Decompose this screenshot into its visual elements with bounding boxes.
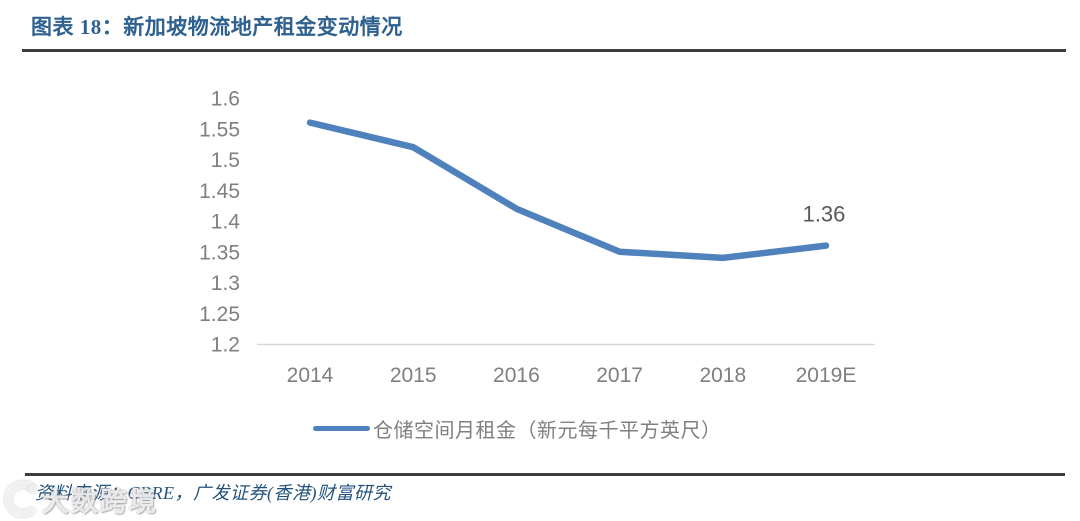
y-axis-tick-label: 1.25 — [199, 303, 240, 326]
x-axis-tick-label: 2017 — [596, 364, 643, 387]
x-axis-tick-label: 2014 — [287, 364, 334, 387]
y-axis-tick-label: 1.55 — [199, 118, 240, 141]
data-point-label: 1.36 — [803, 202, 846, 227]
x-axis-tick-label: 2018 — [699, 364, 746, 387]
x-axis-tick-label: 2015 — [390, 364, 437, 387]
legend-label: 仓储空间月租金（新元每千平方英尺） — [373, 419, 722, 442]
line-chart: 1.6 1.55 1.5 1.45 1.4 1.35 1.3 1.25 1.2 2014 2015 2… — [199, 88, 875, 387]
y-axis-tick-label: 1.2 — [211, 334, 240, 357]
y-axis-tick-label: 1.45 — [199, 180, 240, 203]
y-axis-tick-label: 1.4 — [211, 211, 241, 234]
chart-legend: 仓储空间月租金（新元每千平方英尺） — [313, 414, 722, 442]
footer-divider — [25, 473, 1065, 476]
source-note: 资料来源：CBRE，广发证券(香港)财富研究 — [35, 483, 391, 503]
figure-title: 图表 18：新加坡物流地产租金变动情况 — [31, 15, 403, 39]
y-axis-tick-label: 1.5 — [211, 149, 240, 172]
y-axis-tick-label: 1.35 — [199, 241, 240, 264]
legend-line-swatch — [313, 425, 370, 431]
rent-line-series — [306, 119, 830, 262]
y-axis-tick-label: 1.6 — [211, 88, 240, 111]
x-axis-tick-label: 2016 — [493, 364, 540, 387]
title-divider — [22, 49, 1066, 52]
y-axis-tick-label: 1.3 — [211, 272, 240, 295]
x-axis-tick-label: 2019E — [796, 364, 857, 387]
